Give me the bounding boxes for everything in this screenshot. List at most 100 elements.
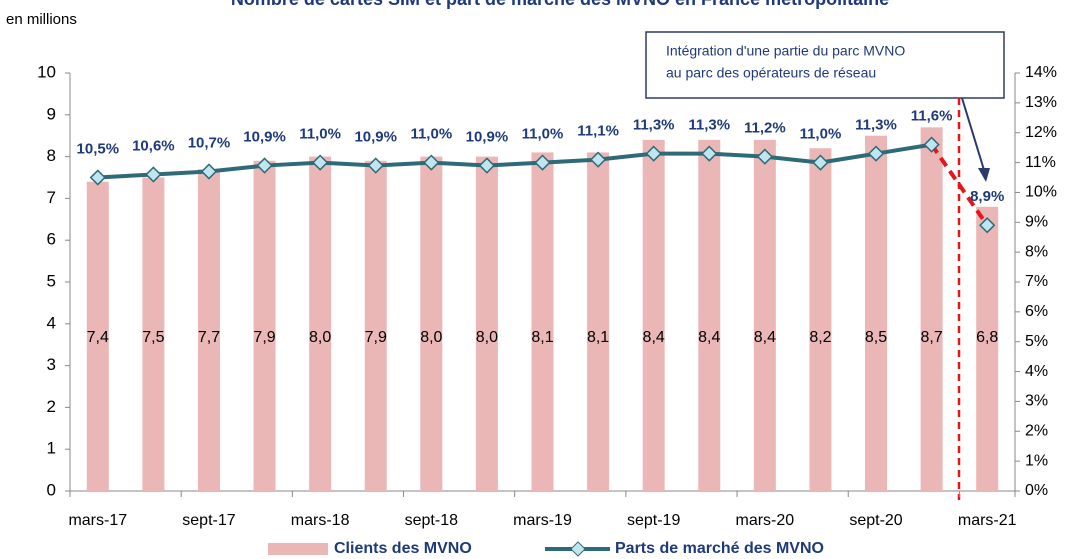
bar xyxy=(865,135,888,491)
bar xyxy=(420,156,443,491)
bar xyxy=(976,206,999,491)
bar-value-label: 7,7 xyxy=(198,329,220,346)
line-marker xyxy=(312,154,329,171)
line-value-label: 11,1% xyxy=(577,123,619,140)
y2-tick-label: 12% xyxy=(1025,124,1057,141)
line-marker xyxy=(367,157,384,174)
bar-value-label: 8,4 xyxy=(698,329,720,346)
line-value-label: 11,0% xyxy=(410,126,452,143)
line-marker xyxy=(145,166,162,183)
y-tick-label: 5 xyxy=(47,271,56,290)
y2-tick-label: 0% xyxy=(1025,482,1048,499)
line-marker xyxy=(200,163,218,180)
bar xyxy=(253,160,276,491)
bar xyxy=(197,169,220,491)
bar-value-label: 7,9 xyxy=(253,329,275,346)
x-tick-label: sept-17 xyxy=(182,512,235,529)
annotation-box xyxy=(645,31,1005,99)
line-value-label: 11,2% xyxy=(744,120,786,137)
y-tick-label: 10 xyxy=(37,62,56,81)
line-value-label: 10,6% xyxy=(132,137,175,154)
line-value-label: 10,9% xyxy=(354,129,397,146)
line-value-label: 11,0% xyxy=(522,126,564,143)
x-tick-label: mars-17 xyxy=(68,512,127,529)
legend-swatch xyxy=(268,543,328,555)
bar-value-label: 6,8 xyxy=(976,329,998,346)
line-value-label: 11,3% xyxy=(633,117,675,134)
bar xyxy=(142,177,165,491)
y-tick-label: 8 xyxy=(47,146,56,165)
bar xyxy=(809,148,832,492)
x-tick-label: sept-18 xyxy=(405,512,458,529)
bar-value-label: 7,4 xyxy=(87,329,109,346)
line-value-label: 11,3% xyxy=(688,117,730,134)
line-marker xyxy=(256,157,273,174)
x-tick-label: mars-21 xyxy=(958,512,1017,529)
legend-label: Clients des MVNO xyxy=(334,540,472,557)
x-tick-label: mars-18 xyxy=(291,512,350,529)
line-value-label: 10,7% xyxy=(188,134,231,151)
bar-value-label: 8,4 xyxy=(754,329,776,346)
y2-tick-label: 3% xyxy=(1025,393,1048,410)
bar-value-label: 7,5 xyxy=(142,329,164,346)
chart-title: Nombre de cartes SIM et part de marché d… xyxy=(231,0,889,9)
x-tick-label: mars-20 xyxy=(736,512,795,529)
y2-tick-label: 13% xyxy=(1025,94,1057,111)
bar-value-label: 8,0 xyxy=(420,329,442,346)
y2-tick-label: 7% xyxy=(1025,273,1048,290)
line-marker xyxy=(979,217,996,234)
legend-label: Parts de marché des MVNO xyxy=(615,540,824,557)
line-marker xyxy=(645,145,662,162)
bar-value-label: 8,2 xyxy=(809,329,831,346)
bar-value-label: 8,1 xyxy=(587,329,609,346)
x-tick-label: sept-20 xyxy=(849,512,902,529)
bar-value-label: 7,9 xyxy=(365,329,387,346)
line-value-label: 10,5% xyxy=(77,140,120,157)
y-tick-label: 9 xyxy=(47,104,56,123)
bar xyxy=(475,156,498,491)
line-value-label: 8,9% xyxy=(970,188,1004,205)
y2-tick-label: 10% xyxy=(1025,184,1057,201)
bar-value-label: 8,0 xyxy=(309,329,331,346)
bar-value-label: 8,5 xyxy=(865,329,887,346)
line-value-label: 10,9% xyxy=(466,129,509,146)
bar xyxy=(309,156,332,491)
y-tick-label: 6 xyxy=(47,230,56,249)
line-value-label: 11,0% xyxy=(800,126,842,143)
line-marker xyxy=(867,145,885,162)
y2-tick-label: 5% xyxy=(1025,333,1048,350)
annotation-arrow xyxy=(961,97,985,171)
y2-tick-label: 6% xyxy=(1025,303,1048,320)
y-tick-label: 7 xyxy=(47,188,56,207)
line-marker xyxy=(812,154,829,171)
bar xyxy=(587,152,610,492)
y-axis-label: en millions xyxy=(6,11,77,28)
line-marker xyxy=(923,136,940,153)
line-marker xyxy=(478,157,496,174)
legend-swatch xyxy=(570,541,586,557)
y2-tick-label: 4% xyxy=(1025,363,1048,380)
line-value-label: 11,3% xyxy=(855,117,897,134)
bar-value-label: 8,0 xyxy=(476,329,498,346)
y-tick-label: 2 xyxy=(47,397,56,416)
line-marker xyxy=(589,151,607,168)
line-marker xyxy=(701,145,718,162)
line-marker xyxy=(534,154,551,171)
y-tick-label: 4 xyxy=(47,313,56,332)
y-tick-label: 3 xyxy=(47,355,56,374)
y2-tick-label: 9% xyxy=(1025,214,1048,231)
bar-value-label: 8,1 xyxy=(531,329,553,346)
y2-tick-label: 8% xyxy=(1025,243,1048,260)
bar xyxy=(86,181,109,491)
line-value-label: 11,6% xyxy=(911,108,953,125)
bar xyxy=(364,160,387,491)
line-break-segment xyxy=(929,143,989,227)
bar xyxy=(642,139,665,491)
line-value-label: 10,9% xyxy=(243,129,286,146)
bar-value-label: 8,4 xyxy=(643,329,665,346)
line-value-label: 11,0% xyxy=(299,126,341,143)
x-tick-label: mars-19 xyxy=(513,512,572,529)
line-marker xyxy=(423,154,440,171)
bar xyxy=(920,127,943,491)
